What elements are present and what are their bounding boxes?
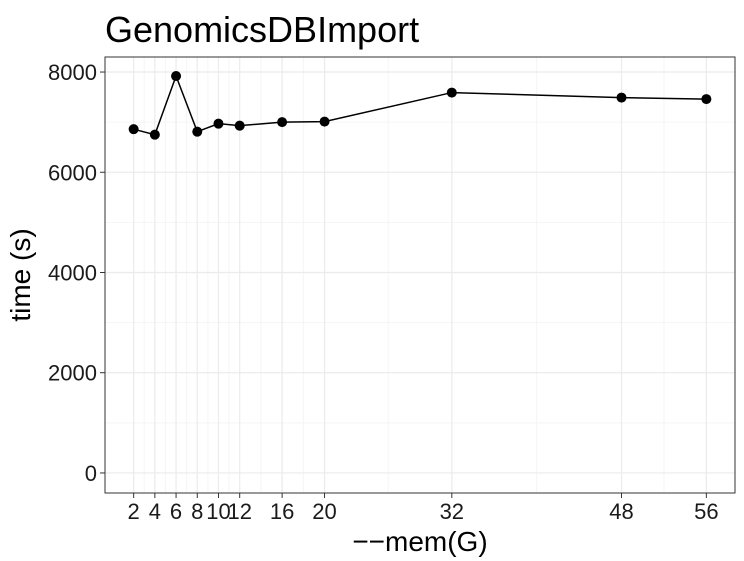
- grid-minor: [105, 57, 735, 493]
- x-tick-label: 32: [440, 499, 464, 524]
- data-point: [149, 129, 160, 140]
- data-point: [701, 94, 712, 105]
- y-tick-label: 8000: [48, 60, 97, 85]
- plot-panel-border: [104, 56, 736, 494]
- x-tick-label: 20: [312, 499, 336, 524]
- chart-title: GenomicsDBImport: [105, 9, 419, 50]
- x-tick-label: 12: [227, 499, 251, 524]
- data-point: [234, 120, 245, 131]
- data-point: [277, 117, 288, 128]
- x-tick-label: 48: [609, 499, 633, 524]
- x-tick-label: 8: [191, 499, 203, 524]
- data-point: [446, 87, 457, 98]
- data-point: [192, 126, 203, 137]
- grid-major: [105, 57, 735, 493]
- data-point: [616, 92, 627, 103]
- x-tick-label: 16: [270, 499, 294, 524]
- data-point: [171, 71, 182, 82]
- x-tick-label: 6: [170, 499, 182, 524]
- y-tick-label: 4000: [48, 260, 97, 285]
- y-tick-label: 6000: [48, 160, 97, 185]
- data-point: [213, 118, 224, 129]
- x-tick-label: 4: [149, 499, 161, 524]
- x-tick-label: 56: [694, 499, 718, 524]
- x-tick-label: 10: [206, 499, 230, 524]
- plot-panel: [105, 57, 735, 493]
- data-point: [319, 116, 330, 127]
- y-tick-label: 0: [85, 461, 97, 486]
- y-tick-label: 2000: [48, 361, 97, 386]
- x-axis-title: −−mem(G): [352, 526, 487, 557]
- y-axis: 0 2000 4000 6000 8000: [48, 60, 105, 486]
- series: [128, 71, 712, 140]
- y-axis-title: time (s): [5, 228, 36, 321]
- x-tick-label: 2: [128, 499, 140, 524]
- data-point: [128, 124, 139, 135]
